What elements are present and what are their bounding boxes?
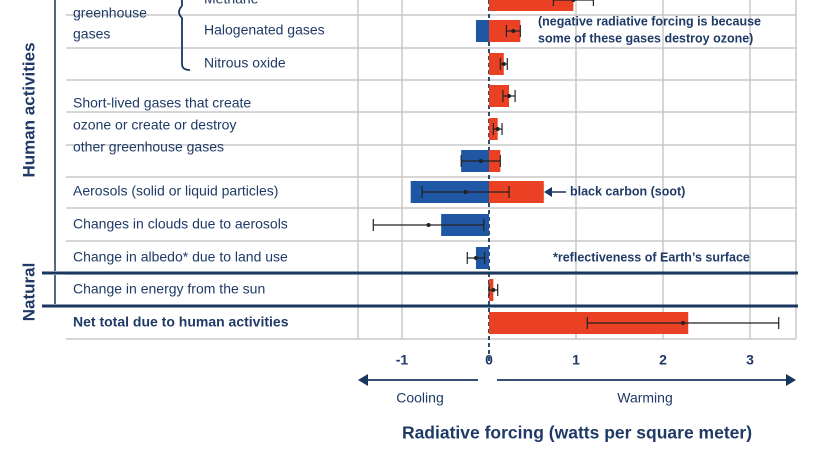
error-center-dot (495, 127, 500, 131)
group-label-human: Human activities (19, 42, 38, 177)
warming-arrow-head (786, 374, 796, 386)
x-tick-label: 1 (572, 352, 580, 368)
cooling-label: Cooling (396, 390, 443, 406)
bar (489, 0, 574, 11)
bars-layer (372, 0, 780, 334)
annotation-albedo: *reflectiveness of Earth’s surface (553, 250, 750, 264)
error-center-dot (426, 223, 431, 227)
error-center-dot (681, 321, 686, 325)
x-tick-label: 3 (746, 352, 754, 368)
x-axis-title: Radiative forcing (watts per square mete… (402, 423, 752, 443)
x-tick-label: 2 (659, 352, 667, 368)
warming-label: Warming (617, 390, 673, 406)
row-label-nitrous: Nitrous oxide (204, 55, 286, 71)
bar (489, 85, 510, 107)
bar-positive-part (489, 181, 544, 203)
group-label-greenhouse: greenhouse (73, 5, 147, 21)
group-label-natural: Natural (19, 263, 38, 322)
row-label-shortlived-2: ozone or create or destroy (73, 117, 236, 133)
x-tick-label: 0 (485, 352, 493, 368)
error-center-dot (571, 0, 576, 2)
black-carbon-arrow-head (544, 187, 552, 197)
error-center-dot (511, 29, 516, 33)
row-label-sun: Change in energy from the sun (73, 281, 265, 297)
grid-layer (42, 0, 798, 386)
row-label-clouds: Changes in clouds due to aerosols (73, 216, 288, 232)
row-label-halogenated: Halogenated gases (204, 22, 325, 38)
x-tick-label: -1 (396, 352, 409, 368)
row-label-shortlived-1: Short-lived gases that create (73, 95, 251, 111)
cooling-arrow-head (358, 374, 368, 386)
annotation-black-carbon: black carbon (soot) (570, 184, 685, 198)
row-label-net: Net total due to human activities (73, 314, 289, 330)
group-label-gases: gases (73, 26, 110, 42)
bar (489, 20, 521, 42)
bar-negative-part (475, 20, 489, 42)
greenhouse-bracket (178, 0, 191, 71)
error-center-dot (507, 94, 512, 98)
text-layer: greenhouse gases Methane Halogenated gases N… (19, 0, 761, 443)
error-center-dot (478, 159, 483, 163)
error-center-dot (501, 62, 506, 66)
annotation-halogenated-1: (negative radiative forcing is because (538, 14, 761, 28)
error-center-dot (491, 288, 496, 292)
row-label-methane: Methane (204, 0, 259, 7)
annotation-halogenated-2: some of these gases destroy ozone) (538, 31, 753, 45)
error-center-dot (473, 256, 478, 260)
error-center-dot (463, 190, 468, 194)
row-label-aerosols: Aerosols (solid or liquid particles) (73, 183, 278, 199)
row-label-shortlived-3: other greenhouse gases (73, 139, 224, 155)
row-label-albedo: Change in albedo* due to land use (73, 249, 288, 265)
